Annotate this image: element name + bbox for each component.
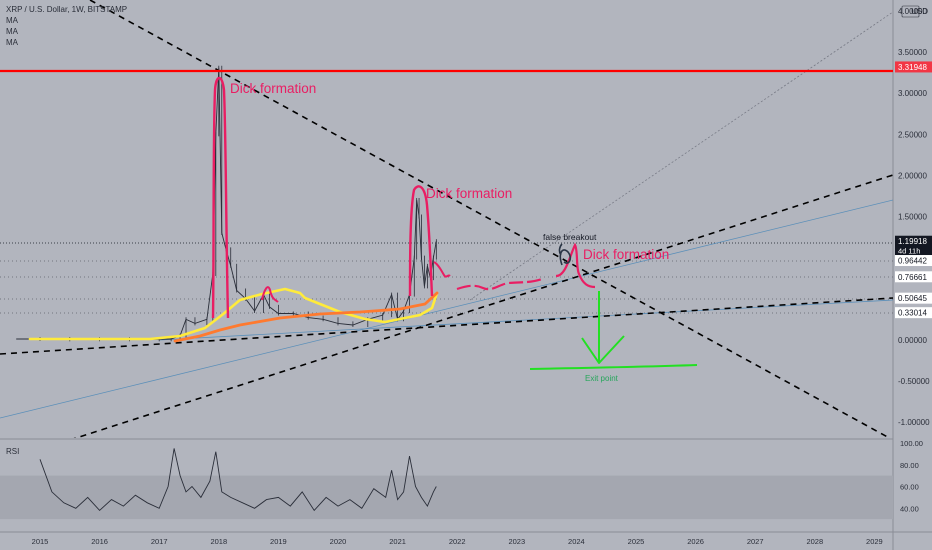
rsi-axis-ticks: 100.00 80.00 60.00 40.00 xyxy=(900,439,923,513)
main-pane[interactable]: Dick formation Dick formation Dick forma… xyxy=(0,0,893,440)
rsi-line xyxy=(39,448,437,512)
time-tick-label: 2027 xyxy=(747,537,764,546)
dashed-trendline-descending[interactable] xyxy=(89,0,893,440)
dashed-trendline-ascending[interactable] xyxy=(70,174,893,440)
time-axis-ticks[interactable]: 2015 2016 2017 2018 2019 2020 2021 2022 2023 2024… xyxy=(32,537,883,546)
symbol-title[interactable]: XRP / U.S. Dollar, 1W, BITSTAMP xyxy=(6,5,128,14)
time-tick-label: 2029 xyxy=(866,537,883,546)
countdown-label: 4d 11h xyxy=(898,247,920,256)
time-tick-label: 2016 xyxy=(91,537,108,546)
price-tick-label: 0.00000 xyxy=(898,336,927,345)
price-label-text: 0.33014 xyxy=(898,309,927,318)
time-tick-label: 2019 xyxy=(270,537,287,546)
price-label-text: 0.96442 xyxy=(898,257,927,266)
time-tick-label: 2022 xyxy=(449,537,466,546)
price-tick-label: 3.00000 xyxy=(898,89,927,98)
thin-trendline-flat[interactable] xyxy=(159,299,893,341)
price-tick-label: 4.00000 xyxy=(898,7,927,16)
price-label-bg xyxy=(895,307,932,319)
rsi-tick-label: 60.00 xyxy=(900,483,919,492)
unit-box xyxy=(901,5,920,18)
pink-projection-wave[interactable] xyxy=(456,277,543,291)
annotation-exit-point[interactable]: Exit point xyxy=(585,374,619,383)
price-tick-label: -0.50000 xyxy=(898,377,930,386)
price-tick-label: 2.50000 xyxy=(898,130,927,139)
drawn-curve-yellow[interactable] xyxy=(28,287,439,341)
price-axis-unit[interactable]: USD xyxy=(911,7,928,16)
price-label-text: 0.50645 xyxy=(898,294,927,303)
price-label-bg xyxy=(895,61,932,73)
price-tick-label: 3.50000 xyxy=(898,48,927,57)
indicator-ma-1[interactable]: MA xyxy=(6,16,18,25)
price-label-bg xyxy=(895,235,932,256)
time-tick-label: 2024 xyxy=(568,537,585,546)
time-tick-label: 2017 xyxy=(151,537,168,546)
price-label-bg xyxy=(895,255,932,267)
annotation-false-breakout[interactable]: false breakout xyxy=(543,232,597,242)
pink-projection-spike[interactable] xyxy=(555,242,596,289)
pink-outline-spike-2021[interactable] xyxy=(408,185,434,297)
price-label-text: 0.76661 xyxy=(898,273,927,282)
time-tick-label: 2020 xyxy=(330,537,347,546)
green-arrow-head[interactable] xyxy=(581,335,625,364)
chart-header: XRP / U.S. Dollar, 1W, BITSTAMP MA MA MA xyxy=(6,4,127,48)
price-label-bg xyxy=(895,292,932,304)
pink-outline-spike-2018[interactable] xyxy=(211,76,230,319)
rsi-tick-label: 80.00 xyxy=(900,461,919,470)
dotted-trendline[interactable] xyxy=(469,11,893,301)
drawn-curve-orange[interactable] xyxy=(173,291,439,343)
rsi-label: RSI xyxy=(6,447,19,456)
annotation-dick-formation-1[interactable]: Dick formation xyxy=(230,81,316,96)
indicator-ma-2[interactable]: MA xyxy=(6,27,18,36)
price-tick-label: -1.00000 xyxy=(898,418,930,427)
false-breakout-scribble[interactable] xyxy=(558,243,572,266)
time-tick-label: 2025 xyxy=(628,537,645,546)
time-tick-label: 2018 xyxy=(210,537,227,546)
price-label-bg xyxy=(895,271,932,283)
time-tick-label: 2021 xyxy=(389,537,406,546)
thin-trendline-blue[interactable] xyxy=(0,199,893,419)
annotation-dick-formation-2[interactable]: Dick formation xyxy=(426,186,512,201)
annotation-dick-formation-3[interactable]: Dick formation xyxy=(583,247,669,262)
indicator-ma-3[interactable]: MA xyxy=(6,38,18,47)
rsi-tick-label: 100.00 xyxy=(900,439,923,448)
rsi-pane[interactable] xyxy=(0,448,893,520)
time-tick-label: 2023 xyxy=(508,537,525,546)
time-tick-label: 2026 xyxy=(687,537,704,546)
rsi-tick-label: 40.00 xyxy=(900,504,919,513)
green-exit-baseline[interactable] xyxy=(529,364,698,370)
pink-outline-tail-2021[interactable] xyxy=(433,261,451,278)
rsi-band xyxy=(0,475,893,520)
time-tick-label: 2028 xyxy=(806,537,823,546)
price-label-text: 1.19918 xyxy=(898,237,927,246)
pink-outline-bump-2018[interactable] xyxy=(261,286,279,303)
time-tick-label: 2015 xyxy=(32,537,49,546)
price-tick-label: 1.50000 xyxy=(898,213,927,222)
price-label-text: 3.31948 xyxy=(898,63,927,72)
price-tick-label: 2.00000 xyxy=(898,171,927,180)
